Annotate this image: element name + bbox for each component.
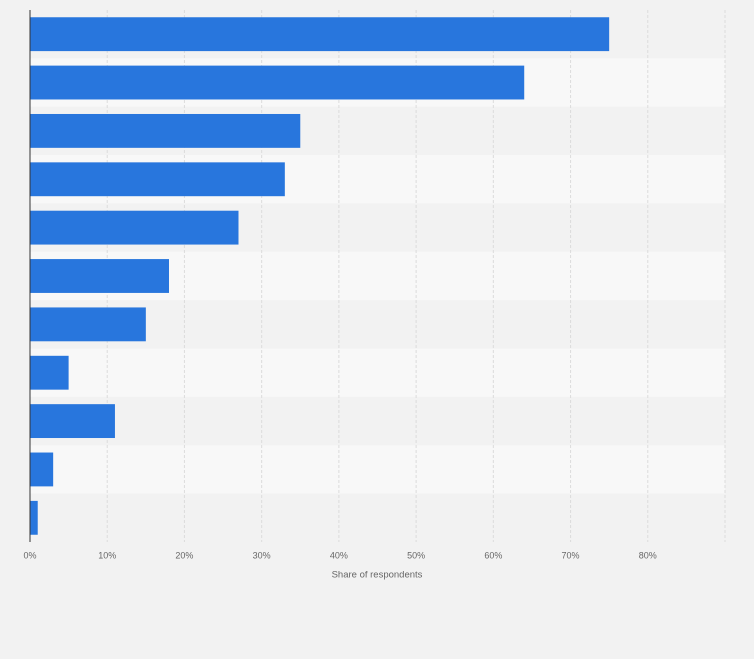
bar — [30, 307, 146, 342]
row-band — [30, 493, 725, 542]
x-axis-title: Share of respondents — [332, 570, 423, 581]
x-tick-label: 60% — [484, 550, 502, 560]
bar — [30, 113, 301, 148]
bar — [30, 259, 169, 293]
row-band — [30, 348, 725, 397]
bar — [30, 452, 54, 487]
x-tick-label: 10% — [98, 550, 116, 560]
bar — [30, 500, 38, 535]
x-tick-label: 0% — [23, 550, 36, 560]
bar — [30, 404, 115, 439]
x-tick-label: 80% — [639, 550, 657, 560]
row-band — [30, 445, 725, 494]
x-tick-label: 50% — [407, 550, 425, 560]
bar — [30, 65, 525, 100]
x-tick-label: 20% — [175, 550, 193, 560]
bar — [30, 162, 285, 197]
bar — [30, 355, 69, 390]
bar — [30, 17, 610, 52]
x-tick-label: 40% — [330, 550, 348, 560]
x-tick-label: 30% — [253, 550, 271, 560]
row-band — [30, 396, 725, 446]
x-tick-label: 70% — [562, 550, 580, 560]
bar — [30, 210, 239, 245]
